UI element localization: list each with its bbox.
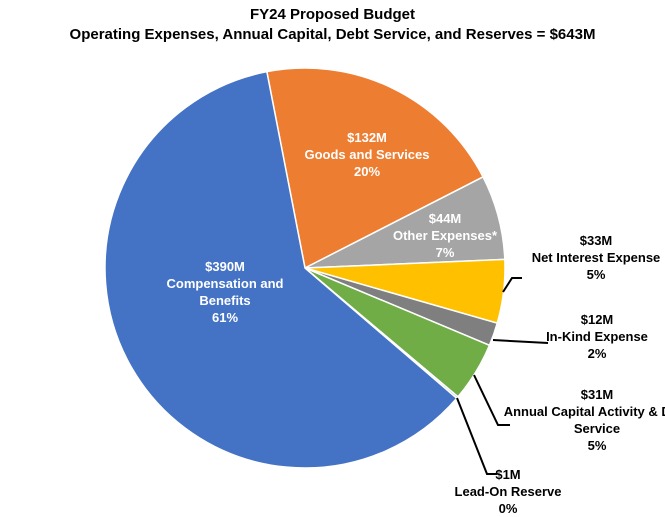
category-label: In-Kind Expense: [546, 329, 648, 344]
slice-label: $33M Net Interest Expense 5%: [521, 232, 665, 283]
pie-slice: [265, 67, 485, 270]
percentage-label: 61%: [211, 310, 239, 325]
category-label: Lead-On Reserve: [454, 484, 562, 499]
slice-label: $12M In-Kind Expense 2%: [522, 311, 665, 362]
leader-line: [473, 374, 510, 426]
category-label: Annual Capital Activity & Debt Service: [503, 404, 665, 436]
leader-line: [502, 277, 522, 293]
value-label: $44M: [428, 211, 462, 226]
value-label: $12M: [580, 312, 614, 327]
category-label: Goods and Services: [304, 147, 430, 162]
percentage-label: 5%: [586, 267, 606, 282]
percentage-label: 2%: [587, 346, 607, 361]
value-label: $1M: [495, 467, 521, 482]
category-label: Compensation and Benefits: [166, 276, 284, 308]
value-label: $390M: [205, 259, 245, 274]
slice-label: $390M Compensation and Benefits 61%: [155, 258, 295, 326]
chart-title: FY24 Proposed Budget: [249, 6, 416, 23]
category-label: Other Expenses*: [392, 228, 498, 243]
percentage-label: 5%: [587, 438, 607, 453]
percentage-label: 7%: [435, 245, 455, 260]
value-label: $31M: [580, 387, 614, 402]
value-label: $132M: [347, 130, 387, 145]
leader-line: [492, 339, 549, 344]
slice-label: $44M Other Expenses* 7%: [370, 210, 520, 261]
slice-label: $132M Goods and Services 20%: [292, 129, 442, 180]
chart-subtitle: Operating Expenses, Annual Capital, Debt…: [69, 26, 596, 43]
slice-label: $1M Lead-On Reserve 0%: [433, 466, 583, 517]
pie-slice: [104, 70, 458, 469]
category-label: Net Interest Expense: [531, 250, 661, 265]
value-label: $33M: [579, 233, 613, 248]
slice-label: $31M Annual Capital Activity & Debt Servi…: [502, 386, 665, 454]
leader-line: [456, 397, 497, 475]
percentage-label: 0%: [498, 501, 518, 516]
percentage-label: 20%: [353, 164, 381, 179]
